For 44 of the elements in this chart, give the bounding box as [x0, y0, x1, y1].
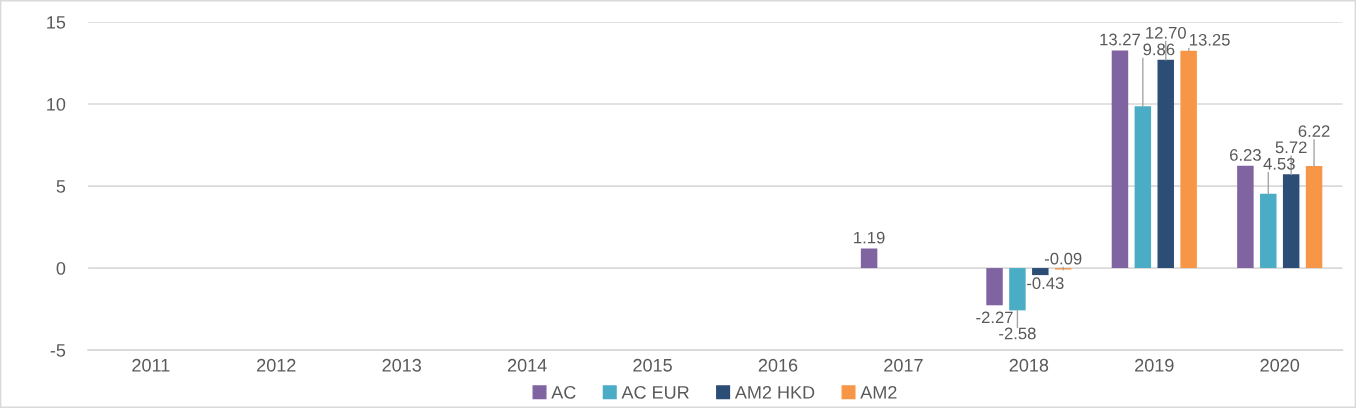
bar [1305, 166, 1323, 269]
bar [1009, 268, 1026, 311]
data-label: 1.19 [854, 231, 885, 244]
y-tick-label: -5 [50, 344, 66, 357]
legend-label: AC EUR [621, 385, 689, 399]
x-tick-label: 2020 [1260, 358, 1300, 372]
bar [1032, 268, 1049, 276]
bar [1157, 59, 1174, 269]
x-tick-label: 2019 [1135, 358, 1174, 372]
y-tick-label: 10 [47, 97, 66, 111]
data-label: 6.23 [1230, 149, 1261, 161]
x-tick-label: 2012 [257, 358, 296, 372]
data-label: -2.27 [976, 311, 1013, 324]
x-tick-label: 2018 [1009, 358, 1049, 372]
data-label: -0.43 [1027, 277, 1064, 290]
bar [1260, 193, 1277, 269]
bar [1111, 50, 1129, 269]
x-tick-label: 2014 [507, 358, 547, 372]
bar [1282, 174, 1300, 269]
x-tick-label: 2017 [884, 358, 923, 372]
data-label: 12.70 [1146, 26, 1186, 39]
y-tick-label: 5 [56, 180, 66, 193]
data-label: 13.25 [1190, 33, 1230, 46]
data-label: -0.09 [1044, 252, 1082, 265]
y-tick-label: 0 [56, 261, 66, 275]
legend-label: AC [551, 385, 576, 399]
x-tick-label: 2013 [382, 358, 422, 372]
data-label: 5.72 [1275, 141, 1307, 154]
bar [1134, 106, 1152, 269]
bar [1180, 50, 1197, 269]
bar [860, 248, 878, 269]
data-label: 9.86 [1143, 43, 1175, 56]
data-label: 6.22 [1298, 125, 1330, 138]
legend-label: AM2 HKD [734, 385, 815, 399]
bar [986, 268, 1003, 306]
x-tick-label: 2011 [132, 358, 170, 372]
data-label: 4.53 [1263, 157, 1295, 170]
y-tick-label: 15 [47, 16, 66, 29]
data-label: -2.58 [999, 327, 1036, 340]
x-tick-label: 2015 [633, 358, 672, 372]
legend-label: AM2 [860, 385, 897, 399]
bar [1237, 165, 1254, 269]
data-label: 13.27 [1100, 33, 1140, 46]
x-tick-label: 2016 [758, 358, 798, 372]
